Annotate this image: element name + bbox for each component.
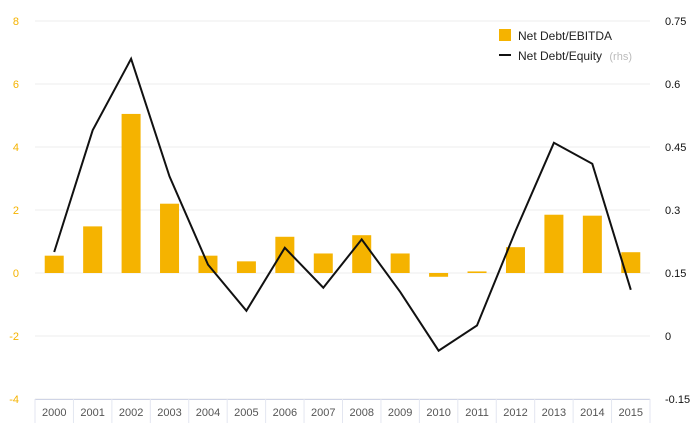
y-right-tick-label: 0.15 bbox=[665, 268, 686, 280]
x-tick-label: 2013 bbox=[542, 407, 566, 419]
bar-2003 bbox=[160, 203, 180, 273]
x-axis: 2000 2001 2002 2003 2004 2005 2006 2007 2008 2009… bbox=[34, 399, 651, 423]
y-axis-left: 8 6 4 2 0 -2 -4 bbox=[9, 16, 19, 406]
y-axis-right: 0.75 0.6 0.45 0.3 0.15 0 -0.15 bbox=[665, 16, 690, 406]
x-tick-label: 2012 bbox=[503, 407, 527, 419]
legend-label-rhs: (rhs) bbox=[609, 51, 632, 63]
bar-2011 bbox=[467, 271, 487, 273]
y-left-tick-label: 6 bbox=[13, 79, 19, 91]
x-tick-label: 2007 bbox=[311, 407, 335, 419]
x-tick-label: 2002 bbox=[119, 407, 143, 419]
bar-2009 bbox=[390, 253, 410, 273]
y-right-tick-label: -0.15 bbox=[665, 394, 690, 406]
bar-2012 bbox=[505, 247, 525, 273]
legend-label-net-debt-equity: Net Debt/Equity bbox=[518, 49, 602, 63]
y-left-tick-label: -4 bbox=[9, 394, 19, 406]
y-right-tick-label: 0.3 bbox=[665, 205, 680, 217]
bar-2005 bbox=[236, 261, 256, 273]
bar-2002 bbox=[121, 113, 141, 273]
bar-2000 bbox=[44, 255, 64, 273]
bar-2014 bbox=[582, 215, 602, 273]
bar-2006 bbox=[275, 236, 295, 273]
x-tick-label: 2009 bbox=[388, 407, 412, 419]
x-tick-label: 2000 bbox=[42, 407, 66, 419]
bar-2013 bbox=[544, 214, 564, 273]
bar-2010 bbox=[429, 273, 449, 277]
svg-text:Net Debt/Equity (rhs): Net Debt/Equity (rhs) bbox=[518, 49, 632, 63]
x-tick-label: 2014 bbox=[580, 407, 604, 419]
y-left-tick-label: 4 bbox=[13, 142, 19, 154]
bar-2001 bbox=[83, 226, 103, 273]
y-left-tick-label: 8 bbox=[13, 16, 19, 28]
line-series-net-debt-equity bbox=[53, 56, 632, 353]
x-tick-label: 2003 bbox=[157, 407, 181, 419]
bar-series-net-debt-ebitda bbox=[44, 113, 641, 277]
y-right-tick-label: 0 bbox=[665, 331, 671, 343]
bar-2015 bbox=[621, 252, 641, 273]
x-tick-label: 2006 bbox=[273, 407, 297, 419]
x-tick-label: 2008 bbox=[349, 407, 373, 419]
y-right-tick-label: 0.75 bbox=[665, 16, 686, 28]
x-tick-label: 2001 bbox=[80, 407, 104, 419]
legend: Net Debt/EBITDA Net Debt/Equity (rhs) bbox=[499, 29, 632, 63]
x-tick-label: 2005 bbox=[234, 407, 258, 419]
y-left-tick-label: 0 bbox=[13, 268, 19, 280]
y-right-tick-label: 0.6 bbox=[665, 79, 680, 91]
legend-swatch-bar bbox=[499, 29, 511, 41]
y-right-tick-label: 0.45 bbox=[665, 142, 686, 154]
y-left-tick-label: -2 bbox=[9, 331, 19, 343]
x-tick-label: 2015 bbox=[619, 407, 643, 419]
line-net-debt-equity bbox=[53, 56, 632, 353]
x-tick-label: 2004 bbox=[196, 407, 220, 419]
y-left-tick-label: 2 bbox=[13, 205, 19, 217]
bar-2007 bbox=[313, 253, 333, 273]
legend-label-net-debt-ebitda: Net Debt/EBITDA bbox=[518, 29, 612, 43]
x-tick-label: 2010 bbox=[426, 407, 450, 419]
x-tick-label: 2011 bbox=[465, 407, 489, 419]
